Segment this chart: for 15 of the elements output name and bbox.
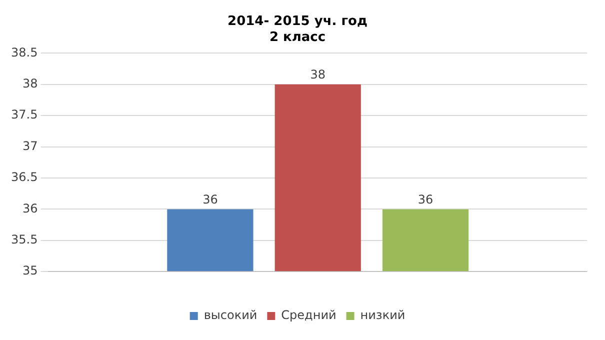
data-label: 36 [202, 192, 218, 206]
y-tick-label: 36 [22, 201, 38, 216]
y-tick-label: 35 [22, 264, 38, 278]
chart-title: 2014- 2015 уч. год 2 класс [228, 14, 368, 45]
legend-label: низкий [360, 308, 406, 322]
data-label: 38 [310, 68, 326, 82]
y-tick-label: 35.5 [11, 232, 38, 247]
legend-label: Средний [281, 308, 336, 322]
y-tick-label: 37 [22, 138, 38, 153]
y-tick-label: 38 [22, 76, 38, 91]
y-tick-label: 38.5 [11, 45, 38, 60]
y-tick-label: 37.5 [11, 108, 38, 122]
legend-label: высокий [204, 308, 258, 322]
y-tick-label: 36.5 [11, 170, 38, 184]
data-label: 36 [418, 192, 434, 206]
